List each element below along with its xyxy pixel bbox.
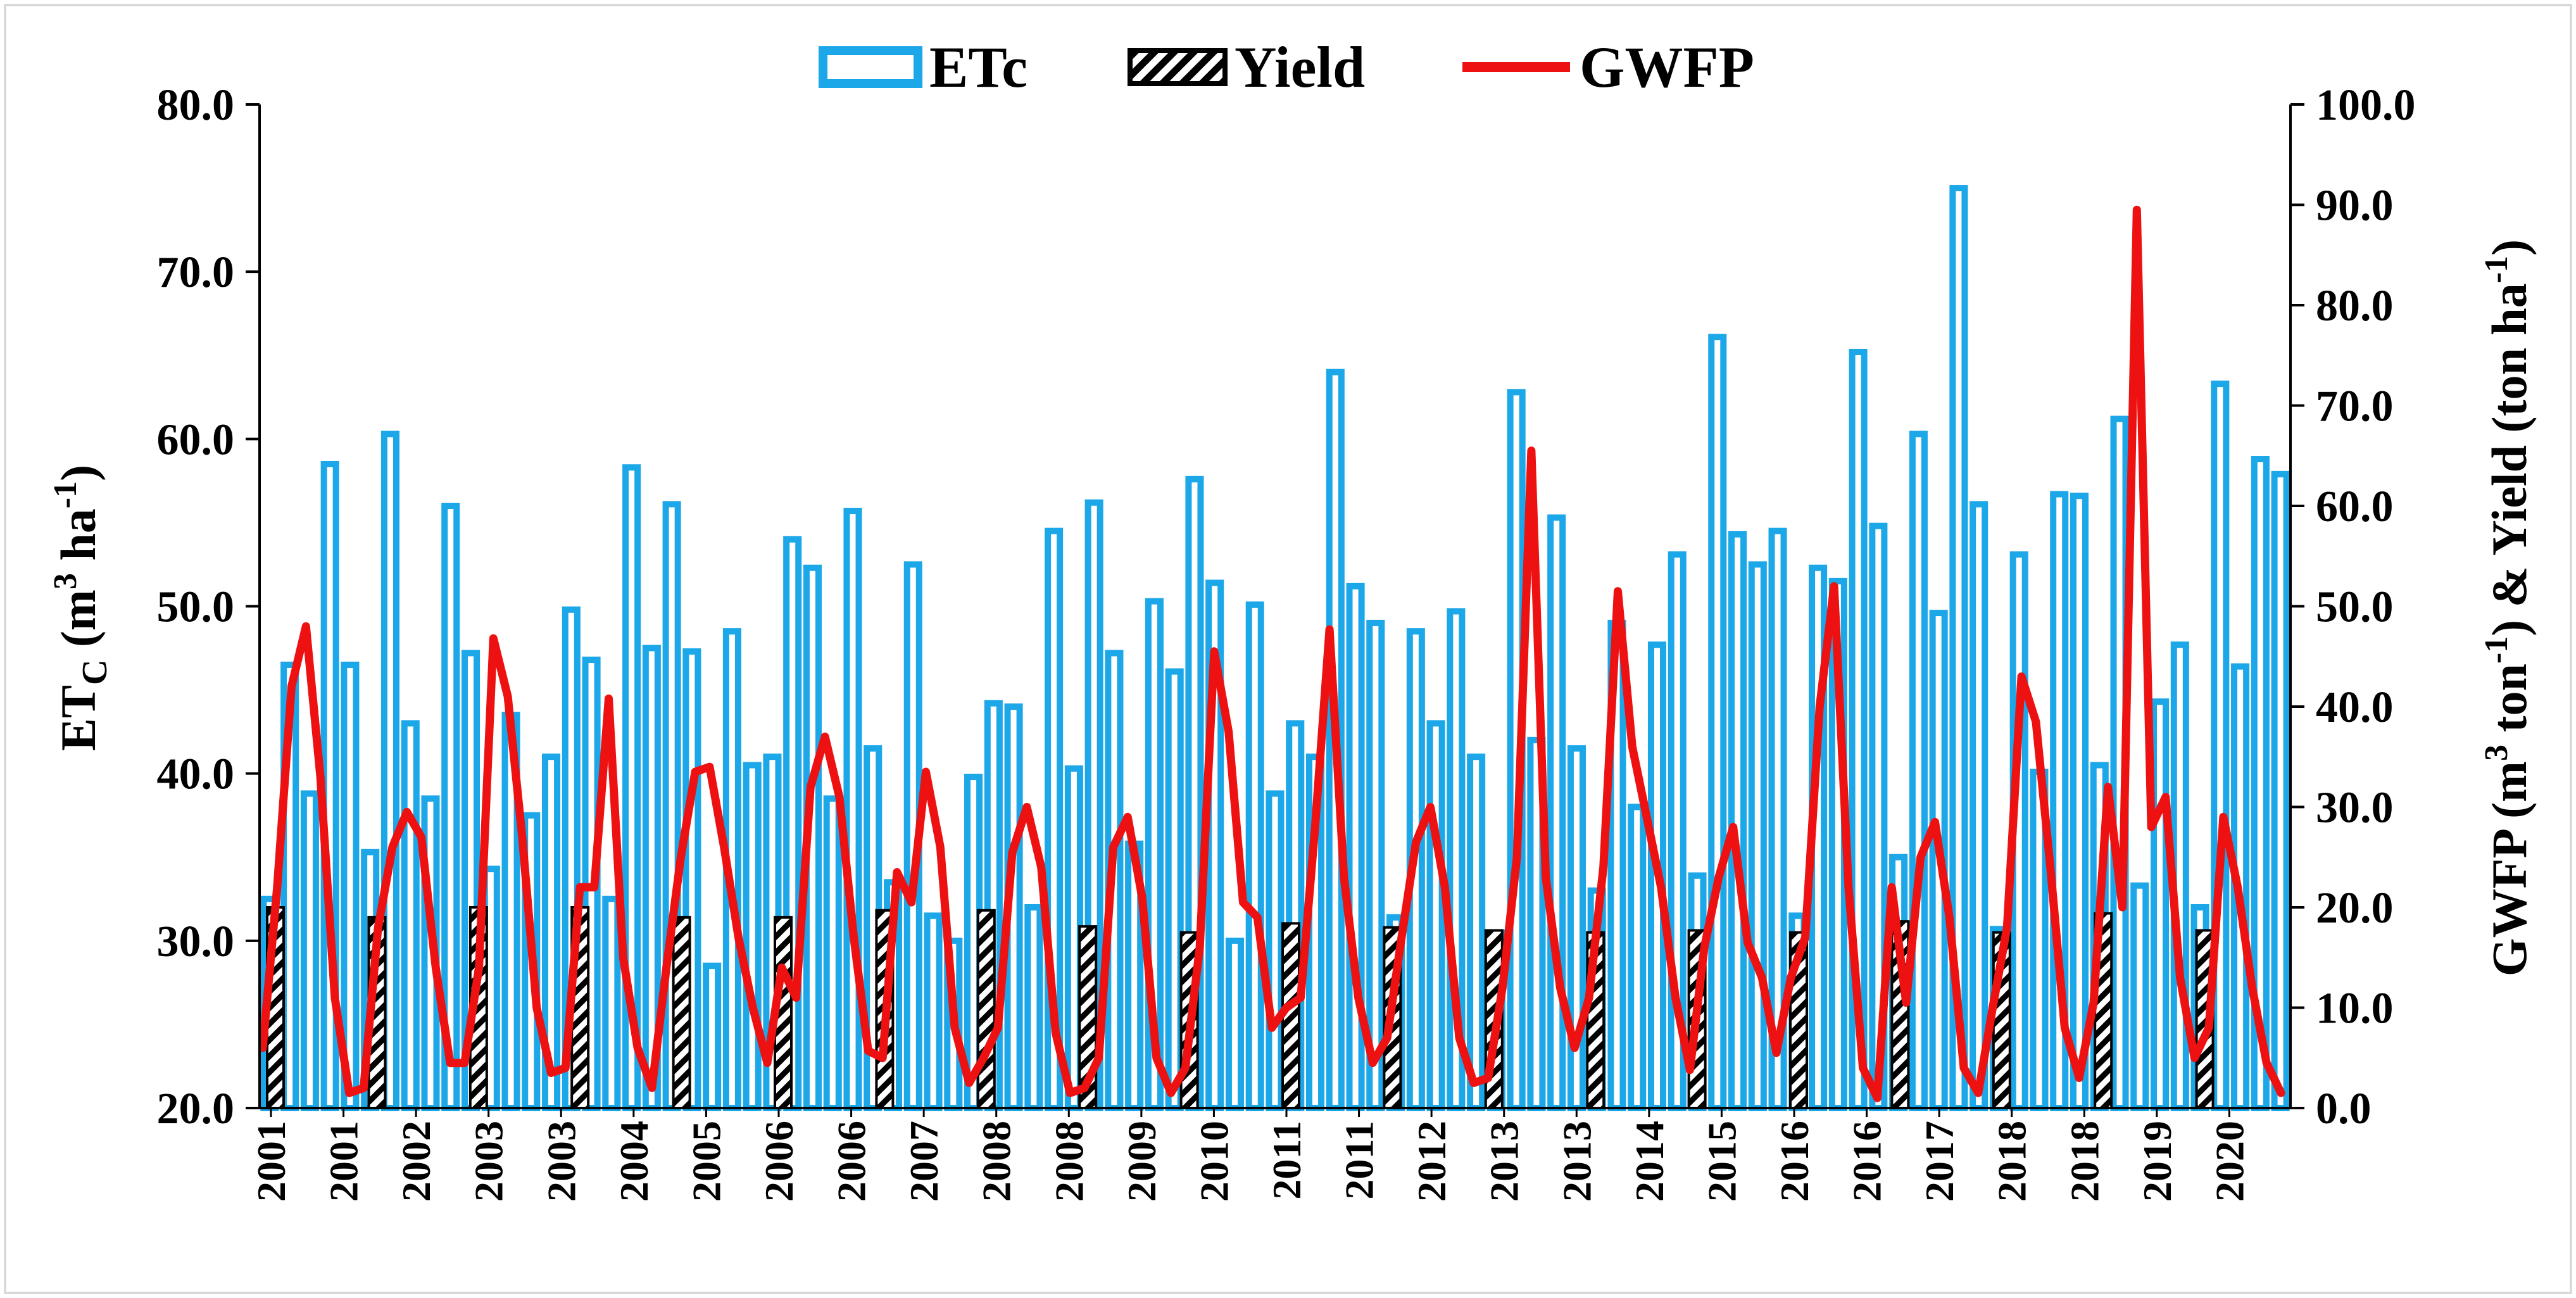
x-tick-label: 2001 [322, 1121, 367, 1202]
etc-bar [703, 962, 722, 1112]
etc-bar [843, 507, 862, 1111]
right-tick-label: 100.0 [2316, 81, 2416, 130]
etc-bar [924, 912, 943, 1112]
x-tick-label: 2015 [1699, 1121, 1744, 1202]
right-axis-title: GWFP (m3 ton-1) & Yield (ton ha-1) [2479, 239, 2537, 976]
etc-bar [823, 795, 842, 1111]
x-tick-label: 2006 [829, 1121, 874, 1202]
etc-bar [1467, 753, 1486, 1111]
left-axis-title: ETC (m3 ha-1) [47, 465, 115, 751]
etc-bar [1567, 745, 1586, 1111]
etc-bar [1708, 334, 1727, 1111]
x-tick-label: 2018 [2062, 1121, 2107, 1202]
legend-yield-label: Yield [1235, 35, 1365, 99]
x-tick-label: 2018 [1990, 1121, 2035, 1202]
left-tick-label: 20.0 [157, 1085, 235, 1133]
etc-bar [1165, 668, 1184, 1111]
x-tick-label: 2005 [684, 1121, 729, 1202]
x-tick-label: 2017 [1917, 1121, 1962, 1202]
etc-bar [401, 720, 420, 1111]
etc-bar [1909, 431, 1928, 1111]
right-tick-label: 30.0 [2316, 784, 2394, 833]
x-tick-label: 2016 [1772, 1121, 1817, 1202]
right-tick-label: 80.0 [2316, 282, 2394, 331]
right-tick-label: 40.0 [2316, 683, 2394, 732]
left-tick-label: 60.0 [157, 415, 235, 464]
x-tick-label: 2010 [1191, 1121, 1236, 1202]
x-tick-label: 2014 [1627, 1121, 1672, 1202]
etc-bar [1728, 531, 1747, 1111]
etc-bar [2151, 698, 2170, 1111]
left-tick-label: 50.0 [157, 583, 235, 632]
x-tick-label: 2016 [1845, 1121, 1890, 1202]
etc-bar [2130, 882, 2149, 1111]
etc-bar [1628, 803, 1647, 1111]
legend-yield-swatch [1128, 48, 1228, 86]
etc-bar [1426, 720, 1445, 1111]
x-tick-label: 2003 [467, 1121, 512, 1202]
x-tick-label: 2011 [1337, 1121, 1382, 1199]
yield-bar [976, 909, 996, 1109]
right-tick-label: 10.0 [2316, 985, 2394, 1033]
x-tick-label: 2004 [612, 1121, 657, 1202]
legend: ETc Yield GWFP [819, 35, 1754, 99]
legend-etc-swatch [819, 46, 922, 88]
right-tick-label: 90.0 [2316, 182, 2394, 230]
etc-bar [1225, 937, 1245, 1112]
x-tick-label: 2008 [974, 1121, 1019, 1202]
etc-bar [2211, 381, 2230, 1111]
etc-bar [1970, 501, 1989, 1111]
left-axis-ticks: 20.0 30.0 40.0 50.0 60.0 70.0 80.0 [157, 81, 260, 1133]
etc-bar [341, 661, 360, 1112]
right-tick-label: 70.0 [2316, 382, 2394, 431]
right-tick-label: 60.0 [2316, 482, 2394, 531]
etc-bar [1266, 790, 1285, 1112]
gwfp-line [258, 205, 2285, 1102]
etc-bar [1024, 904, 1043, 1111]
legend-etc-label: ETc [929, 35, 1027, 99]
x-tick-label: 2006 [757, 1121, 801, 1202]
etc-bar [1245, 601, 1264, 1111]
left-tick-label: 30.0 [157, 917, 235, 966]
x-tick-label: 2008 [1046, 1121, 1091, 1202]
etc-bar [1366, 619, 1385, 1111]
x-axis-ticks: 2001 2001 2002 2003 2003 2004 2005 2006 2006 2007… [249, 1108, 2252, 1202]
etc-bar [743, 762, 762, 1112]
x-tick-label: 2009 [1119, 1121, 1164, 1202]
x-tick-label: 2020 [2207, 1121, 2252, 1202]
etc-bar [1346, 583, 1365, 1111]
etc-bar [1547, 514, 1566, 1111]
x-tick-label: 2007 [902, 1121, 946, 1202]
right-axis-ticks: 0.0 10.0 20.0 30.0 40.0 50.0 60.0 70.0 80.0 90.0 1… [2290, 81, 2416, 1133]
etc-bar [300, 790, 319, 1112]
left-tick-label: 70.0 [157, 248, 235, 297]
x-tick-label: 2002 [394, 1121, 439, 1202]
right-tick-label: 0.0 [2316, 1085, 2372, 1133]
x-tick-label: 2011 [1264, 1121, 1309, 1199]
left-tick-label: 80.0 [157, 81, 235, 130]
etc-bar [1748, 561, 1767, 1111]
etc-bar [2271, 470, 2290, 1111]
etc-bar [2070, 493, 2089, 1111]
etc-bar [602, 895, 621, 1111]
x-tick-label: 2001 [249, 1121, 294, 1202]
x-tick-label: 2003 [539, 1121, 584, 1202]
x-tick-label: 2019 [2135, 1121, 2180, 1202]
x-tick-label: 2013 [1554, 1121, 1599, 1202]
right-tick-label: 50.0 [2316, 583, 2394, 632]
right-tick-label: 20.0 [2316, 884, 2394, 933]
left-tick-label: 40.0 [157, 750, 235, 799]
x-tick-label: 2013 [1482, 1121, 1527, 1202]
etc-bar [1064, 765, 1083, 1112]
yield-bar [672, 916, 691, 1109]
legend-gwfp-label: GWFP [1580, 35, 1754, 99]
gwfp-series-line [258, 205, 2285, 1102]
x-tick-label: 2012 [1409, 1121, 1454, 1202]
